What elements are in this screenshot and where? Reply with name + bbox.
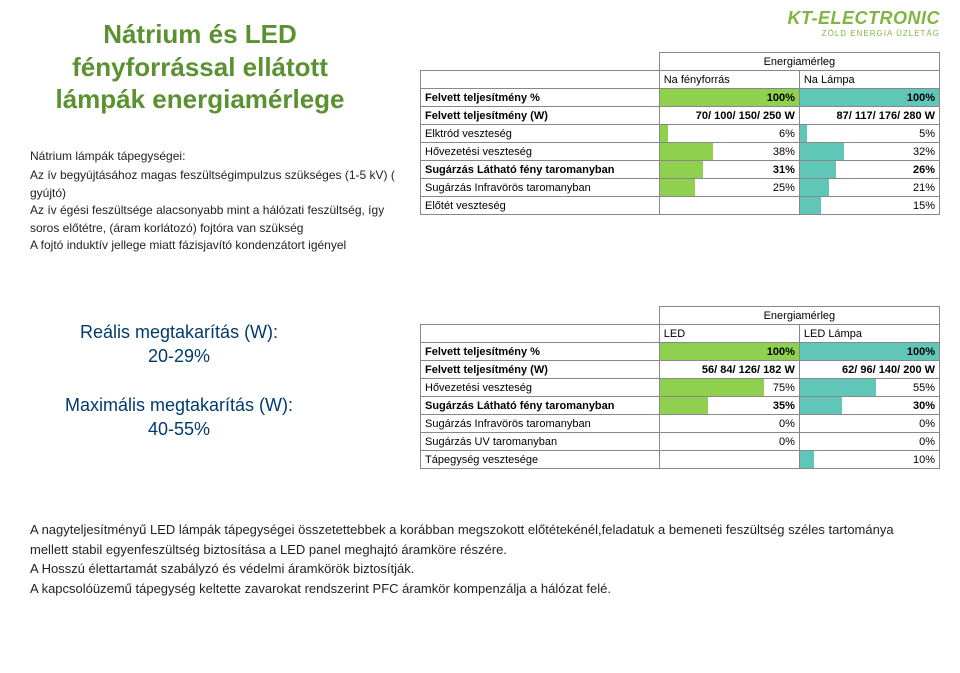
row-value: 55% bbox=[799, 379, 939, 397]
row-label: Felvett teljesítmény (W) bbox=[421, 107, 660, 125]
row-label: Sugárzás Látható fény taromanyban bbox=[421, 397, 660, 415]
table-row: Hővezetési veszteség75%55% bbox=[421, 379, 940, 397]
row-value bbox=[659, 197, 799, 215]
row-label: Tápegység vesztesége bbox=[421, 451, 660, 469]
table-header: LED Lámpa bbox=[799, 325, 939, 343]
row-value: 21% bbox=[799, 179, 939, 197]
energy-table-na: EnergiamérlegNa fényforrásNa LámpaFelvet… bbox=[420, 52, 940, 215]
intro-line: Az ív begyújtásához magas feszültségimpu… bbox=[30, 167, 410, 202]
row-value: 75% bbox=[659, 379, 799, 397]
table-header bbox=[421, 71, 660, 89]
row-value: 5% bbox=[799, 125, 939, 143]
row-value: 0% bbox=[659, 415, 799, 433]
real-savings-label: Reális megtakarítás (W): bbox=[65, 320, 293, 344]
row-value: 26% bbox=[799, 161, 939, 179]
row-value: 100% bbox=[659, 343, 799, 361]
table-row: Felvett teljesítmény (W)56/ 84/ 126/ 182… bbox=[421, 361, 940, 379]
intro-line: Az ív égési feszültsége alacsonyabb mint… bbox=[30, 202, 410, 237]
row-label: Előtét veszteség bbox=[421, 197, 660, 215]
table-row: Sugárzás Infravörös taromanyban25%21% bbox=[421, 179, 940, 197]
table-row: Felvett teljesítmény (W)70/ 100/ 150/ 25… bbox=[421, 107, 940, 125]
row-label: Sugárzás Látható fény taromanyban bbox=[421, 161, 660, 179]
max-savings-value: 40-55% bbox=[65, 417, 293, 441]
row-value: 30% bbox=[799, 397, 939, 415]
max-savings-label: Maximális megtakarítás (W): bbox=[65, 393, 293, 417]
table-row: Sugárzás Látható fény taromanyban35%30% bbox=[421, 397, 940, 415]
intro-block: Nátrium lámpák tápegységei: Az ív begyúj… bbox=[30, 148, 410, 254]
logo-sub: ZÖLD ENERGIA ÜZLETÁG bbox=[788, 29, 941, 38]
table-caption: Energiamérleg bbox=[659, 53, 939, 71]
table-row: Sugárzás Infravörös taromanyban0%0% bbox=[421, 415, 940, 433]
row-value: 100% bbox=[799, 343, 939, 361]
bottom-line: A nagyteljesítményű LED lámpák tápegység… bbox=[30, 520, 930, 559]
row-label: Sugárzás UV taromanyban bbox=[421, 433, 660, 451]
row-label: Sugárzás Infravörös taromanyban bbox=[421, 179, 660, 197]
row-value: 0% bbox=[799, 415, 939, 433]
row-value: 10% bbox=[799, 451, 939, 469]
row-label: Sugárzás Infravörös taromanyban bbox=[421, 415, 660, 433]
table-row: Előtét veszteség 15% bbox=[421, 197, 940, 215]
table-row: Sugárzás UV taromanyban0%0% bbox=[421, 433, 940, 451]
row-value: 70/ 100/ 150/ 250 W bbox=[659, 107, 799, 125]
energy-table-led: EnergiamérlegLEDLED LámpaFelvett teljesí… bbox=[420, 306, 940, 469]
table-row: Sugárzás Látható fény taromanyban31%26% bbox=[421, 161, 940, 179]
row-value: 32% bbox=[799, 143, 939, 161]
table-row: Felvett teljesítmény %100%100% bbox=[421, 343, 940, 361]
row-label: Elktród veszteség bbox=[421, 125, 660, 143]
row-value: 56/ 84/ 126/ 182 W bbox=[659, 361, 799, 379]
table-header: Na fényforrás bbox=[659, 71, 799, 89]
row-label: Felvett teljesítmény % bbox=[421, 89, 660, 107]
page-title: Nátrium és LED fényforrással ellátott lá… bbox=[50, 18, 350, 116]
row-value: 0% bbox=[659, 433, 799, 451]
row-label: Felvett teljesítmény % bbox=[421, 343, 660, 361]
intro-lead: Nátrium lámpák tápegységei: bbox=[30, 148, 410, 165]
row-value: 35% bbox=[659, 397, 799, 415]
row-value: 15% bbox=[799, 197, 939, 215]
table-header bbox=[421, 325, 660, 343]
row-value: 100% bbox=[799, 89, 939, 107]
row-value: 87/ 117/ 176/ 280 W bbox=[799, 107, 939, 125]
bottom-line: A Hosszú élettartamát szabályzó és védel… bbox=[30, 559, 930, 579]
row-label: Felvett teljesítmény (W) bbox=[421, 361, 660, 379]
savings-block: Reális megtakarítás (W): 20-29% Maximáli… bbox=[65, 320, 293, 465]
table-row: Tápegység vesztesége 10% bbox=[421, 451, 940, 469]
table-row: Hővezetési veszteség38%32% bbox=[421, 143, 940, 161]
table-row: Felvett teljesítmény %100%100% bbox=[421, 89, 940, 107]
row-value: 100% bbox=[659, 89, 799, 107]
row-value: 31% bbox=[659, 161, 799, 179]
table-header: LED bbox=[659, 325, 799, 343]
row-value: 62/ 96/ 140/ 200 W bbox=[799, 361, 939, 379]
table-header: Na Lámpa bbox=[799, 71, 939, 89]
row-value: 6% bbox=[659, 125, 799, 143]
row-label: Hővezetési veszteség bbox=[421, 379, 660, 397]
bottom-line: A kapcsolóüzemű tápegység keltette zavar… bbox=[30, 579, 930, 599]
row-value bbox=[659, 451, 799, 469]
row-label: Hővezetési veszteség bbox=[421, 143, 660, 161]
row-value: 38% bbox=[659, 143, 799, 161]
row-value: 0% bbox=[799, 433, 939, 451]
real-savings-value: 20-29% bbox=[65, 344, 293, 368]
row-value: 25% bbox=[659, 179, 799, 197]
bottom-paragraph: A nagyteljesítményű LED lámpák tápegység… bbox=[30, 520, 930, 598]
table-row: Elktród veszteség6%5% bbox=[421, 125, 940, 143]
table-caption: Energiamérleg bbox=[659, 307, 939, 325]
intro-line: A fojtó induktív jellege miatt fázisjaví… bbox=[30, 237, 410, 254]
logo-main: KT-ELECTRONIC bbox=[788, 8, 941, 29]
brand-logo: KT-ELECTRONIC ZÖLD ENERGIA ÜZLETÁG bbox=[788, 8, 941, 38]
